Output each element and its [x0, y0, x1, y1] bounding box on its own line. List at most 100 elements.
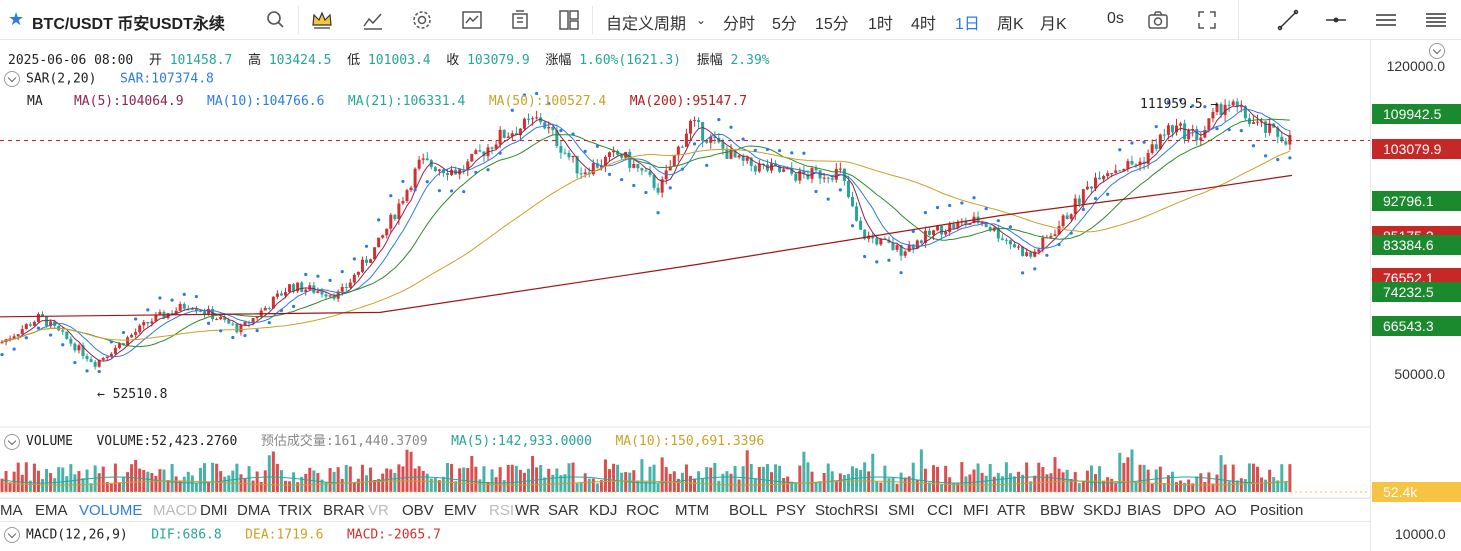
indicator-tab-wr[interactable]: WR	[515, 502, 540, 519]
indicator-tab-ema[interactable]: EMA	[35, 502, 68, 519]
chart-type-icon[interactable]	[460, 8, 484, 32]
candle-body	[271, 296, 275, 309]
camera-icon[interactable]	[1146, 8, 1170, 32]
candle-body	[263, 307, 267, 311]
candle-body	[425, 158, 429, 161]
candle-body	[1179, 123, 1183, 126]
volume-bar	[996, 472, 1000, 492]
indicator-tab-psy[interactable]: PSY	[776, 502, 807, 519]
candle-body	[903, 251, 907, 256]
indicator-tab-bbw[interactable]: BBW	[1040, 502, 1075, 519]
volume-bar	[255, 471, 259, 492]
volume-bar	[506, 464, 510, 492]
indicator-tab-volume[interactable]: VOLUME	[79, 502, 143, 519]
fullscreen-icon[interactable]	[1195, 8, 1219, 32]
indicator-tab-position[interactable]: Position	[1250, 502, 1304, 519]
indicator-tab-mtm[interactable]: MTM	[675, 502, 710, 519]
horizontal-line-tool-icon[interactable]	[1324, 8, 1348, 32]
interval-tab-1[interactable]: 5分	[772, 16, 797, 33]
indicator-tab-obv[interactable]: OBV	[402, 502, 434, 519]
candle-body	[194, 308, 198, 311]
candle-body	[437, 169, 441, 172]
sar-dot	[1215, 127, 1219, 131]
indicator-tab-trix[interactable]: TRIX	[278, 502, 313, 519]
layout-icon[interactable]	[557, 8, 581, 32]
indicator-tab-ma[interactable]: MA	[0, 502, 23, 519]
volume-bar	[944, 465, 948, 492]
indicator-tab-skdj[interactable]: SKDJ	[1083, 502, 1122, 519]
fib-tool-icon[interactable]	[1424, 8, 1448, 32]
candle-body	[97, 359, 101, 367]
chevron-down-icon[interactable]: ⌄	[696, 13, 707, 27]
indicator-tab-bias[interactable]: BIAS	[1127, 502, 1162, 519]
parallel-channel-tool-icon[interactable]	[1374, 8, 1398, 32]
interval-tab-7[interactable]: 月K	[1040, 16, 1067, 33]
volume-bar	[348, 466, 352, 492]
indicator-tab-vr[interactable]: VR	[368, 502, 389, 519]
volume-bar	[1235, 480, 1239, 492]
indicator-tab-rsi[interactable]: RSI	[489, 502, 515, 519]
crown-icon[interactable]	[310, 8, 334, 32]
candlestick-chart[interactable]	[0, 40, 1370, 551]
sar-dot	[583, 149, 587, 153]
candle-body	[288, 284, 292, 293]
indicators-icon[interactable]	[361, 8, 385, 32]
indicator-tab-kdj[interactable]: KDJ	[589, 502, 618, 519]
interval-tab-0[interactable]: 分时	[723, 16, 756, 33]
volume-bar	[454, 481, 458, 492]
volume-bar	[1122, 462, 1126, 492]
search-icon[interactable]	[264, 8, 288, 32]
candle-body	[689, 120, 692, 134]
interval-tab-2[interactable]: 15分	[815, 16, 849, 33]
volume-bar	[579, 481, 583, 492]
sar-dot	[911, 229, 915, 233]
indicator-tab-atr[interactable]: ATR	[997, 502, 1026, 519]
indicator-tab-stochrsi[interactable]: StochRSI	[815, 502, 879, 519]
indicator-tab-ao[interactable]: AO	[1215, 502, 1237, 519]
volume-bar	[907, 476, 911, 492]
trend-line-tool-icon[interactable]	[1276, 8, 1300, 32]
interval-tab-3[interactable]: 1时	[868, 16, 893, 33]
indicator-tab-boll[interactable]: BOLL	[729, 502, 768, 519]
indicator-tab-sar[interactable]: SAR	[548, 502, 579, 519]
indicator-tab-roc[interactable]: ROC	[626, 502, 660, 519]
candle-body	[749, 157, 753, 166]
candle-body	[1110, 173, 1114, 175]
indicator-tab-dmi[interactable]: DMI	[200, 502, 228, 519]
volume-bar	[790, 481, 794, 492]
volume-value: VOLUME:52,423.2760	[96, 434, 238, 449]
indicator-tab-dpo[interactable]: DPO	[1173, 502, 1206, 519]
volume-bar	[1077, 483, 1081, 492]
symbol-title[interactable]: BTC/USDT 币安USDT永续	[32, 16, 225, 33]
volume-bar	[223, 476, 227, 492]
indicator-tab-smi[interactable]: SMI	[888, 502, 915, 519]
volume-bar	[895, 483, 899, 492]
collapse-chevron-icon[interactable]	[4, 527, 20, 543]
candle-body	[219, 317, 223, 320]
candle-body	[1013, 244, 1016, 248]
favorite-star-icon[interactable]: ★	[8, 9, 25, 29]
volume-bar	[1219, 455, 1223, 492]
settings-gear-icon[interactable]	[410, 8, 434, 32]
indicator-tab-macd[interactable]: MACD	[153, 502, 198, 519]
custom-period-dropdown[interactable]: 自定义周期	[606, 16, 687, 33]
macd-axis-label: 10000.0	[1395, 526, 1446, 542]
collapse-chevron-icon[interactable]	[4, 433, 20, 450]
templates-icon[interactable]	[508, 8, 532, 32]
candle-body	[936, 225, 940, 231]
interval-tab-4[interactable]: 4时	[911, 16, 936, 33]
interval-tab-5[interactable]: 1日	[955, 16, 980, 33]
candle-body	[733, 149, 737, 158]
indicator-tab-brar[interactable]: BRAR	[323, 502, 365, 519]
volume-bar	[344, 464, 348, 492]
indicator-tab-mfi[interactable]: MFI	[963, 502, 989, 519]
indicator-tab-emv[interactable]: EMV	[444, 502, 477, 519]
indicator-tab-dma[interactable]: DMA	[237, 502, 271, 519]
axis-collapse-icon[interactable]	[1429, 43, 1445, 59]
sar-dot	[802, 151, 806, 155]
ohlc-date: 2025-06-06 08:00	[8, 53, 134, 68]
collapse-chevron-icon[interactable]	[4, 71, 20, 87]
indicator-tab-cci[interactable]: CCI	[927, 502, 953, 519]
interval-tab-6[interactable]: 周K	[997, 16, 1024, 33]
